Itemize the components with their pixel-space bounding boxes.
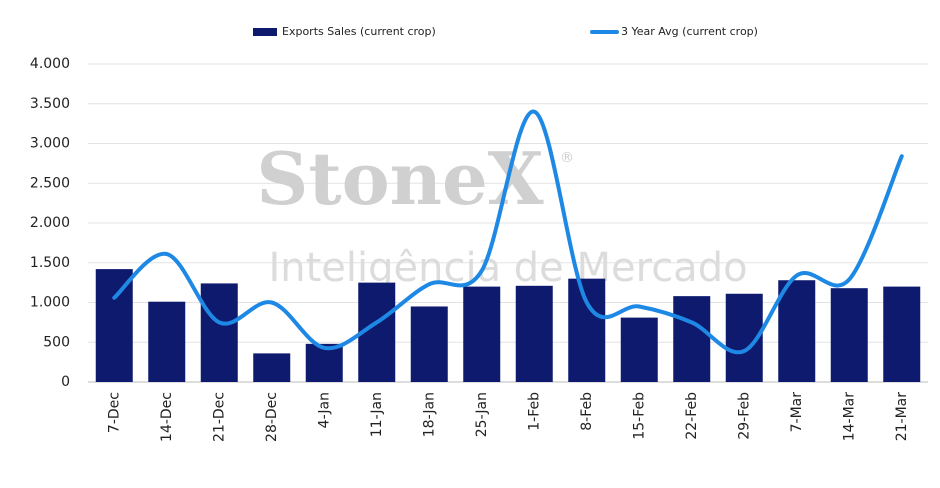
line (112, 109, 904, 355)
bar (253, 353, 291, 382)
bar (883, 286, 921, 382)
y-tick-label: 2.500 (30, 175, 70, 191)
bar (148, 301, 186, 382)
x-tick-label: 8-Feb (579, 392, 595, 431)
bar (200, 283, 238, 382)
bar (673, 296, 711, 382)
x-tick-label: 7-Mar (789, 392, 805, 433)
x-tick-label: 21-Dec (211, 392, 227, 442)
legend-swatch (253, 28, 277, 36)
x-tick-label: 18-Jan (421, 392, 437, 437)
bar (830, 288, 868, 382)
bar (463, 286, 501, 382)
x-tick-label: 25-Jan (474, 392, 490, 437)
y-tick-label: 0 (61, 374, 70, 390)
x-tick-label: 11-Jan (369, 392, 385, 437)
y-tick-label: 1.500 (30, 255, 70, 271)
watermark-tagline: Inteligência de Mercado (268, 245, 747, 291)
bar (568, 278, 606, 382)
bar (410, 306, 448, 382)
y-tick-label: 2.000 (30, 215, 70, 231)
y-tick-label: 4.000 (30, 56, 70, 72)
bar (95, 269, 133, 382)
bar (515, 285, 553, 382)
y-tick-label: 1.000 (30, 295, 70, 311)
bar (305, 343, 343, 382)
x-tick-label: 15-Feb (631, 392, 647, 440)
bar (620, 317, 658, 382)
x-tick-label: 29-Feb (736, 392, 752, 440)
x-tick-label: 14-Mar (841, 392, 857, 442)
x-tick-label: 7-Dec (106, 392, 122, 433)
x-tick-label: 22-Feb (684, 392, 700, 440)
y-tick-label: 3.000 (30, 136, 70, 152)
watermark-brand: StoneX (256, 136, 543, 221)
x-tick-label: 1-Feb (526, 392, 542, 431)
y-tick-label: 500 (43, 334, 70, 350)
x-tick-label: 14-Dec (159, 392, 175, 442)
legend-label: 3 Year Avg (current crop) (621, 25, 758, 38)
x-tick-label: 4-Jan (316, 392, 332, 428)
y-tick-label: 3.500 (30, 96, 70, 112)
bar (778, 280, 816, 382)
legend-label: Exports Sales (current crop) (282, 25, 436, 38)
x-tick-label: 28-Dec (264, 392, 280, 442)
x-tick-label: 21-Mar (894, 392, 910, 442)
watermark-mark: ® (560, 150, 574, 166)
